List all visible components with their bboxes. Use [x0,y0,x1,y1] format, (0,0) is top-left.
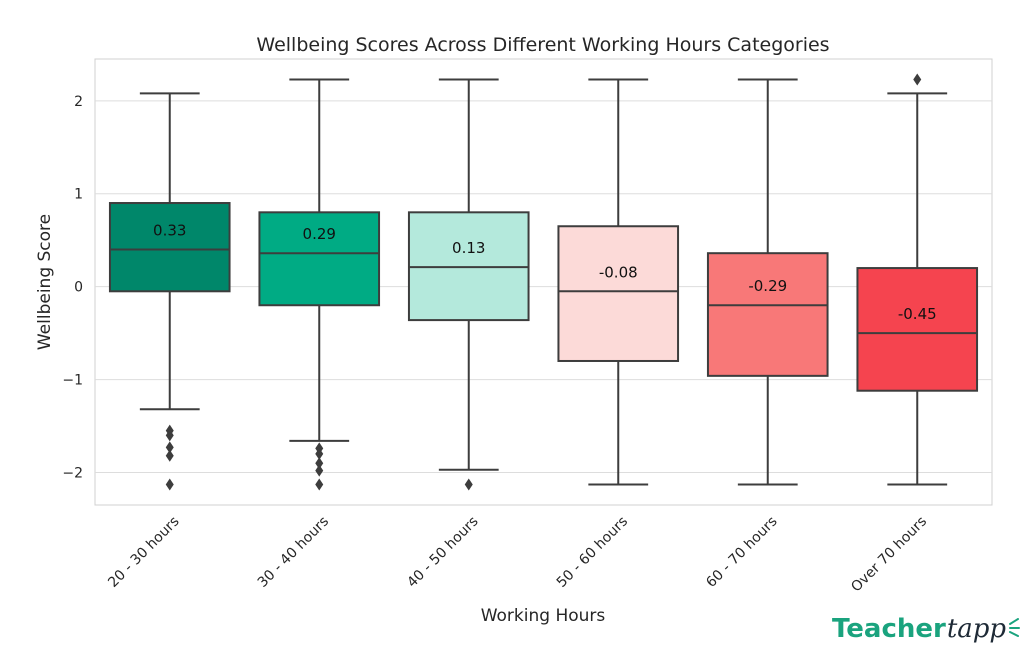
outlier-point [315,447,324,460]
outlier-point [315,478,324,491]
brand-name-part2: tapp [946,614,1007,644]
outlier-point [165,429,174,442]
box-group: -0.08 [557,78,680,486]
mean-data-label: -0.45 [898,305,937,323]
box-group: 0.13 [407,78,530,491]
box-iqr [706,252,829,377]
box-group: -0.29 [706,78,829,486]
box-iqr [258,211,381,307]
outlier-point [464,478,473,491]
plot-area-frame [94,58,993,506]
mean-data-label: 0.13 [452,239,485,257]
x-axis-label: Working Hours [481,606,606,626]
chart-title: Wellbeing Scores Across Different Workin… [256,34,829,56]
gridlines [95,100,992,473]
y-axis-ticks: −2 −1 0 1 2 [62,94,83,482]
outlier-point [165,478,174,491]
y-tick-label: 2 [74,94,83,110]
y-axis-label: Wellbeing Score [35,214,55,350]
x-tick-label: 40 - 50 hours [404,514,481,591]
x-axis-ticks: 20 - 30 hours 30 - 40 hours 40 - 50 hours 5… [105,514,930,596]
box-group: -0.45 [856,73,979,486]
outlier-point [165,449,174,462]
boxes: 0.33 0.29 0.13 -0.08 -0.29 -0.45 [108,73,979,491]
y-tick-label: −2 [62,465,83,481]
outlier-point [315,464,324,477]
y-tick-label: −1 [62,373,83,389]
box-iqr [856,267,979,392]
box-group: 0.29 [258,78,381,491]
mean-data-label: 0.33 [153,221,186,239]
mean-data-label: -0.08 [599,263,638,281]
mean-data-label: -0.29 [748,277,787,295]
outlier-point [165,441,174,454]
brand-name-part1: Teacher [832,614,946,644]
box-iqr [108,202,231,293]
box-group: 0.33 [108,92,231,491]
outlier-point [315,457,324,470]
x-tick-label: Over 70 hours [848,514,930,596]
x-tick-label: 50 - 60 hours [554,514,631,591]
x-tick-label: 60 - 70 hours [703,514,780,591]
box-iqr [557,225,680,362]
outlier-point [913,73,922,86]
x-tick-label: 20 - 30 hours [105,514,182,591]
y-tick-label: 1 [74,187,83,203]
brand-sparkle-icon [1009,618,1021,637]
y-tick-label: 0 [74,280,83,296]
x-tick-label: 30 - 40 hours [255,514,332,591]
brand-logo: Teacher tapp [832,614,1021,650]
mean-data-label: 0.29 [303,225,336,243]
